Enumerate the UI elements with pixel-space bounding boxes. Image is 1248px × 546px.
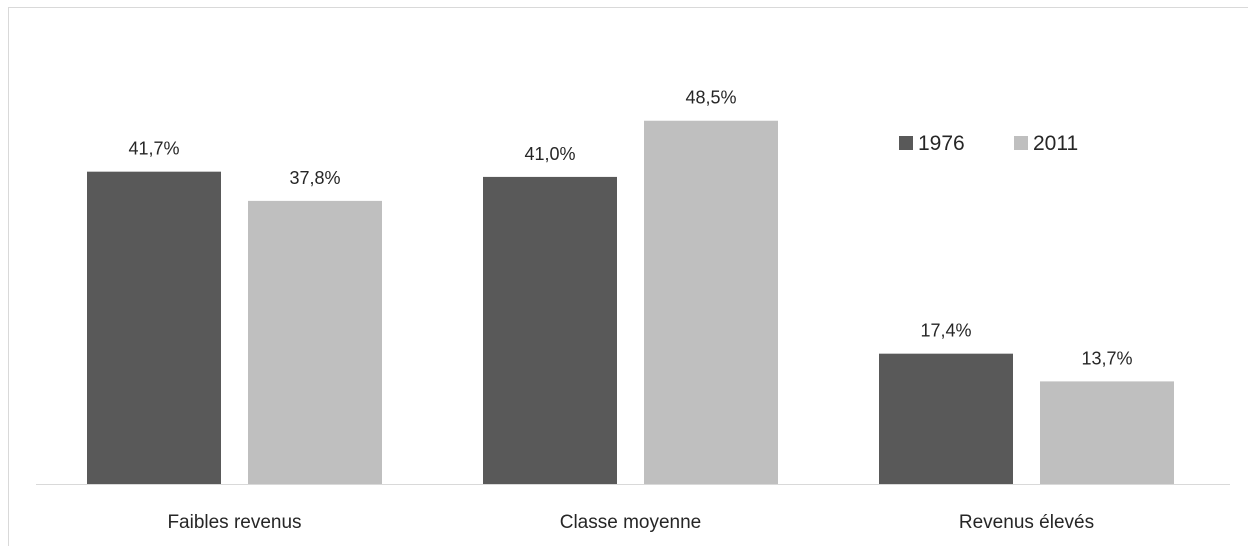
data-label-2011-2: 13,7% [1081,348,1132,368]
legend-label-1976: 1976 [918,132,965,155]
legend: 1976 2011 [899,132,1078,155]
data-label-1976-0: 41,7% [128,139,179,159]
bar-2011-2 [1040,381,1174,484]
data-label-1976-2: 17,4% [920,321,971,341]
chart-frame [8,7,1248,546]
data-label-1976-1: 41,0% [524,144,575,164]
bars-group [87,120,1174,485]
legend-swatch-2011 [1014,136,1028,150]
legend-label-2011: 2011 [1033,132,1078,155]
data-label-2011-1: 48,5% [685,88,736,108]
category-labels-group: Faibles revenus Classe moyenne Revenus éle… [167,512,1094,533]
data-label-2011-0: 37,8% [289,168,340,188]
bar-1976-0 [87,171,221,485]
bar-1976-1 [483,176,617,484]
legend-swatch-1976 [899,136,913,150]
category-label-0: Faibles revenus [167,512,301,533]
bar-2011-1 [644,120,778,485]
category-label-1: Classe moyenne [560,512,702,533]
bar-2011-0 [248,200,382,485]
data-labels-group: 41,7% 37,8% 41,0% 48,5% 17,4% 13,7% [128,88,1132,369]
category-label-2: Revenus élevés [959,512,1094,533]
bar-1976-2 [879,353,1013,484]
